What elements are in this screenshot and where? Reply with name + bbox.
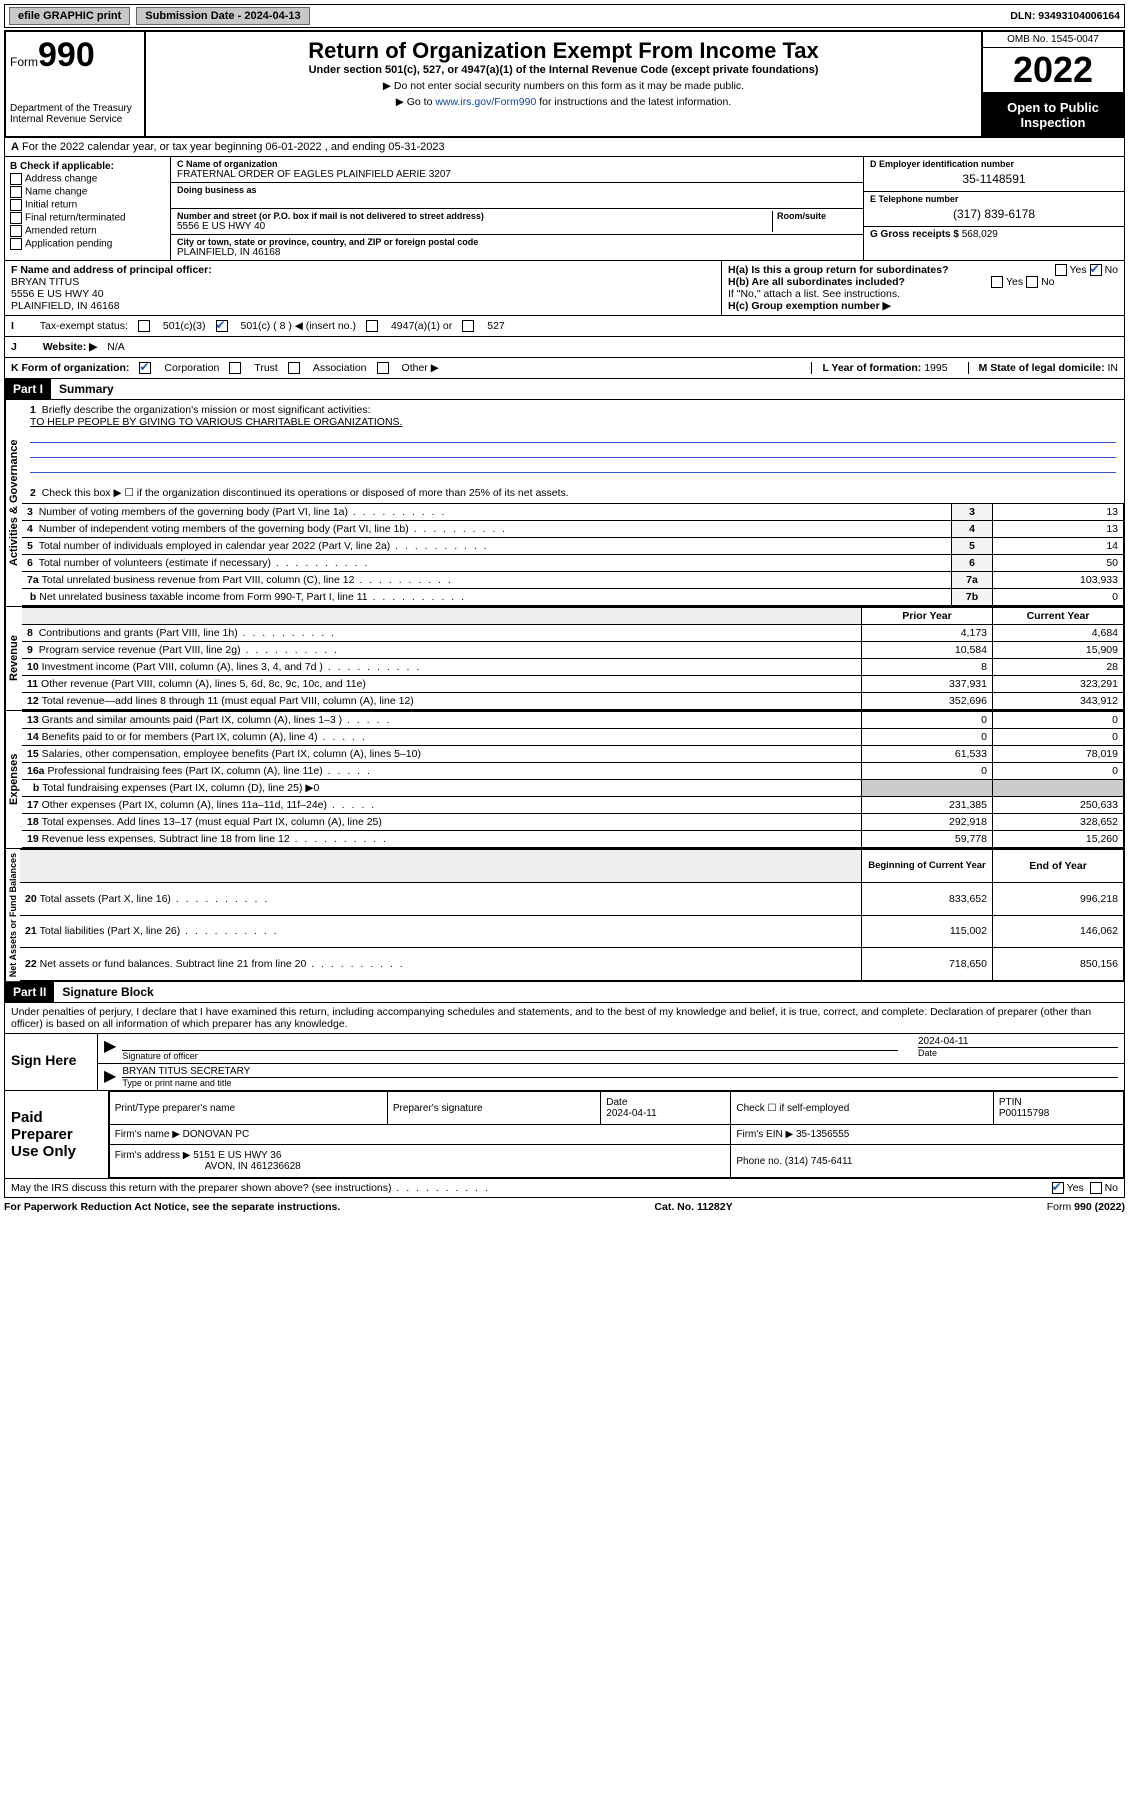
note-1: ▶ Do not enter social security numbers o… — [152, 80, 975, 92]
chk-discuss-no[interactable] — [1090, 1182, 1102, 1194]
chk-corp[interactable] — [139, 362, 151, 374]
open-to-public: Open to Public Inspection — [983, 94, 1123, 136]
chk-app-pending[interactable] — [10, 238, 22, 250]
sig-arrow-icon: ▶ — [104, 1066, 116, 1088]
line-a: A For the 2022 calendar year, or tax yea… — [4, 138, 1125, 157]
chk-assoc[interactable] — [288, 362, 300, 374]
paid-label: Paid Preparer Use Only — [5, 1091, 109, 1178]
chk-discuss-yes[interactable] — [1052, 1182, 1064, 1194]
table-expenses: 13 Grants and similar amounts paid (Part… — [22, 711, 1124, 848]
org-city: PLAINFIELD, IN 46168 — [177, 247, 857, 258]
chk-other[interactable] — [377, 362, 389, 374]
dept-label: Department of the Treasury — [10, 103, 140, 114]
block-fh: F Name and address of principal officer:… — [4, 261, 1125, 316]
org-address: 5556 E US HWY 40 — [177, 221, 772, 232]
table-governance: 3 Number of voting members of the govern… — [22, 503, 1124, 606]
section-activities: Activities & Governance 1 Briefly descri… — [4, 400, 1125, 607]
section-revenue: Revenue Prior YearCurrent Year 8 Contrib… — [4, 607, 1125, 711]
form-header: Form990 Department of the Treasury Inter… — [4, 30, 1125, 138]
mission-text: TO HELP PEOPLE BY GIVING TO VARIOUS CHAR… — [30, 416, 402, 428]
header-mid: Return of Organization Exempt From Incom… — [146, 32, 981, 136]
chk-address-change[interactable] — [10, 173, 22, 185]
header-left: Form990 Department of the Treasury Inter… — [6, 32, 146, 136]
ein-value: 35-1148591 — [870, 169, 1118, 189]
vert-expenses: Expenses — [5, 711, 22, 848]
irs-label: Internal Revenue Service — [10, 114, 140, 125]
submission-date-button[interactable]: Submission Date - 2024-04-13 — [136, 7, 309, 25]
chk-ha-no[interactable] — [1090, 264, 1102, 276]
form990-link[interactable]: www.irs.gov/Form990 — [435, 96, 536, 108]
chk-hb-yes[interactable] — [991, 276, 1003, 288]
header-right: OMB No. 1545-0047 2022 Open to Public In… — [981, 32, 1123, 136]
form-subtitle: Under section 501(c), 527, or 4947(a)(1)… — [152, 64, 975, 76]
website-value: N/A — [107, 341, 125, 353]
vert-netassets: Net Assets or Fund Balances — [5, 849, 20, 981]
paid-preparer-block: Paid Preparer Use Only Print/Type prepar… — [4, 1091, 1125, 1179]
chk-trust[interactable] — [229, 362, 241, 374]
part2-header: Part II Signature Block — [4, 982, 1125, 1003]
chk-name-change[interactable] — [10, 186, 22, 198]
table-netassets: Beginning of Current YearEnd of Year 20 … — [20, 849, 1124, 981]
paid-table: Print/Type preparer's name Preparer's si… — [109, 1091, 1124, 1178]
line-klm: K Form of organization: Corporation Trus… — [4, 358, 1125, 379]
column-de: D Employer identification number 35-1148… — [863, 157, 1124, 260]
page-footer: For Paperwork Reduction Act Notice, see … — [4, 1198, 1125, 1216]
org-name: FRATERNAL ORDER OF EAGLES PLAINFIELD AER… — [177, 169, 857, 180]
chk-ha-yes[interactable] — [1055, 264, 1067, 276]
gross-receipts: 568,029 — [962, 229, 998, 240]
chk-501c3[interactable] — [138, 320, 150, 332]
chk-amended[interactable] — [10, 225, 22, 237]
chk-527[interactable] — [462, 320, 474, 332]
vert-activities: Activities & Governance — [5, 400, 22, 606]
dln-label: DLN: 93493104006164 — [1010, 10, 1120, 22]
section-expenses: Expenses 13 Grants and similar amounts p… — [4, 711, 1125, 849]
sig-arrow-icon: ▶ — [104, 1036, 116, 1061]
table-revenue: Prior YearCurrent Year 8 Contributions a… — [22, 607, 1124, 710]
column-b: B Check if applicable: Address change Na… — [5, 157, 171, 260]
chk-final-return[interactable] — [10, 212, 22, 224]
omb-number: OMB No. 1545-0047 — [983, 32, 1123, 48]
chk-initial-return[interactable] — [10, 199, 22, 211]
column-c: C Name of organization FRATERNAL ORDER O… — [171, 157, 863, 260]
sign-here-label: Sign Here — [5, 1034, 98, 1090]
signer-name: BRYAN TITUS SECRETARY — [122, 1066, 1118, 1077]
tax-year: 2022 — [983, 48, 1123, 94]
line-j: J Website: ▶ N/A — [4, 337, 1125, 358]
phone-value: (317) 839-6178 — [870, 204, 1118, 224]
block-bc: B Check if applicable: Address change Na… — [4, 157, 1125, 261]
section-netassets: Net Assets or Fund Balances Beginning of… — [4, 849, 1125, 982]
line-i: I Tax-exempt status: 501(c)(3) 501(c) ( … — [4, 316, 1125, 337]
chk-501c[interactable] — [216, 320, 228, 332]
discuss-row: May the IRS discuss this return with the… — [4, 1179, 1125, 1198]
form-title: Return of Organization Exempt From Incom… — [152, 38, 975, 64]
officer-name: BRYAN TITUS — [11, 276, 79, 288]
note-2: ▶ Go to www.irs.gov/Form990 for instruct… — [152, 96, 975, 108]
efile-print-button[interactable]: efile GRAPHIC print — [9, 7, 130, 25]
penalty-text: Under penalties of perjury, I declare th… — [4, 1003, 1125, 1034]
chk-4947[interactable] — [366, 320, 378, 332]
firm-name: DONOVAN PC — [183, 1129, 250, 1140]
sign-block: Sign Here ▶ Signature of officer 2024-04… — [4, 1034, 1125, 1091]
chk-hb-no[interactable] — [1026, 276, 1038, 288]
vert-revenue: Revenue — [5, 607, 22, 710]
part1-header: Part I Summary — [4, 379, 1125, 400]
topbar: efile GRAPHIC print Submission Date - 20… — [4, 4, 1125, 28]
